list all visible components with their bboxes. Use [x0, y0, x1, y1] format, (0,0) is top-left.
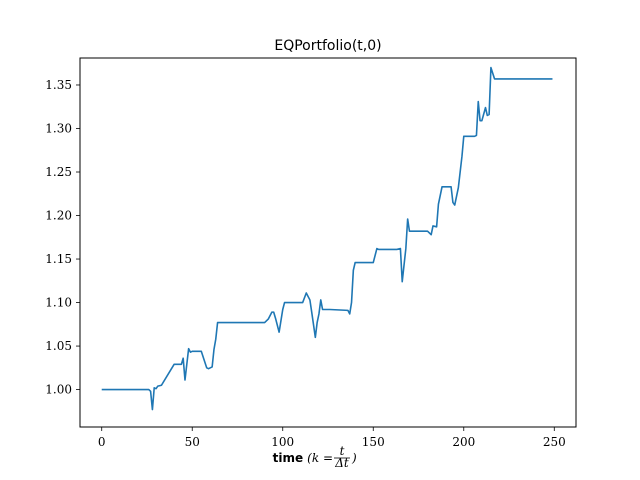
plot-area	[101, 66, 553, 411]
y-tick-label: 1.15	[45, 252, 72, 266]
y-tick-label: 1.35	[45, 78, 72, 92]
x-tick-label: 150	[362, 435, 385, 449]
x-axis: 0 50 100 150 200 250	[98, 427, 566, 449]
x-tick-label: 200	[452, 435, 475, 449]
y-tick-label: 1.20	[45, 209, 72, 223]
chart-title: EQPortfolio(t,0)	[274, 38, 381, 54]
axes-frame	[79, 57, 577, 428]
x-axis-label-frac-den: Δt	[334, 456, 349, 470]
series-line-0	[101, 66, 553, 411]
x-tick-label: 100	[271, 435, 294, 449]
y-tick-label: 1.05	[45, 339, 72, 353]
y-axis: 1.00 1.05 1.10 1.15 1.20 1.25 1.30 1.35	[45, 78, 80, 397]
y-tick-label: 1.30	[45, 121, 72, 135]
y-tick-label: 1.25	[45, 165, 72, 179]
x-axis-label-suffix: )	[351, 451, 357, 465]
x-tick-label: 50	[185, 435, 200, 449]
x-tick-label: 0	[98, 435, 106, 449]
x-axis-label-prefix: (k =	[307, 451, 333, 465]
y-tick-label: 1.00	[45, 383, 72, 397]
x-axis-label: time (k =	[273, 451, 333, 465]
x-axis-label-frac-num: t	[340, 444, 345, 458]
x-axis-label-bold: time	[273, 451, 304, 465]
y-tick-label: 1.10	[45, 296, 72, 310]
x-tick-label: 250	[543, 435, 566, 449]
